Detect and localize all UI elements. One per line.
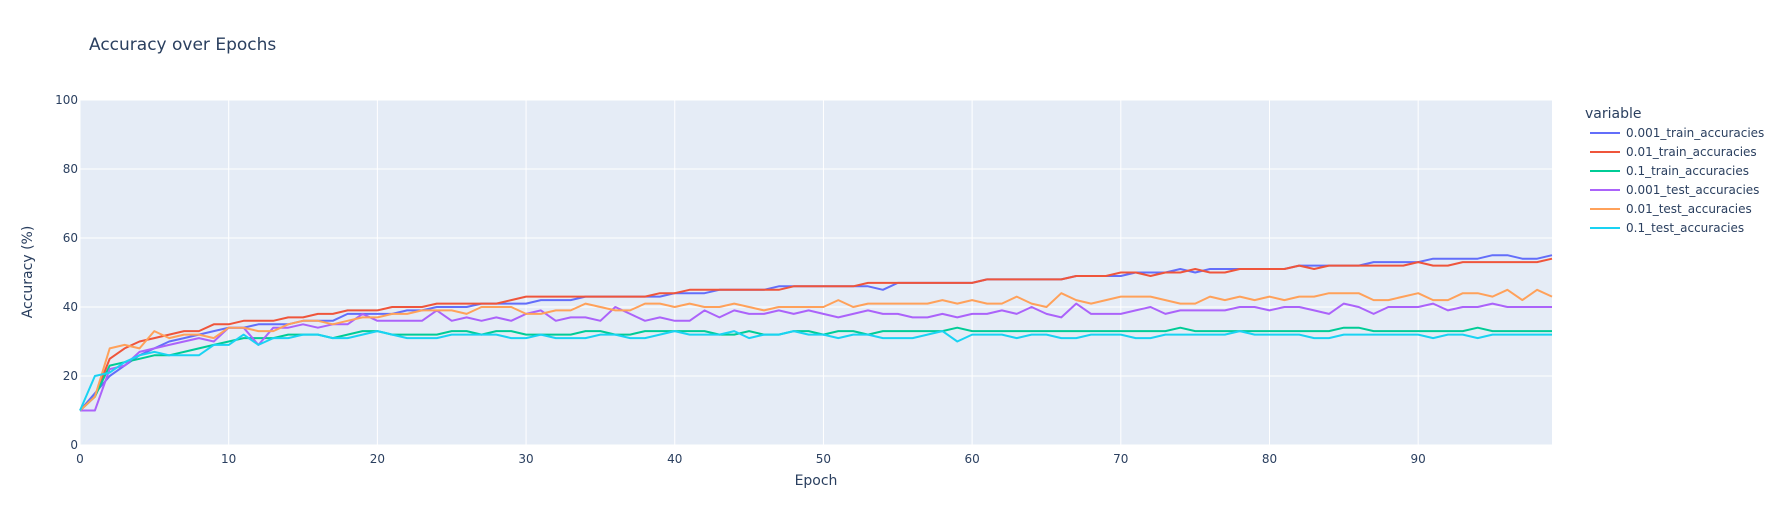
x-tick-label: 70: [1113, 452, 1128, 466]
y-tick-label: 20: [63, 369, 78, 383]
x-tick-label: 60: [964, 452, 979, 466]
legend-label: 0.001_train_accuracies: [1626, 126, 1764, 140]
legend: variable 0.001_train_accuracies 0.01_trai…: [1585, 106, 1764, 235]
x-tick-label: 10: [221, 452, 236, 466]
legend-label: 0.1_test_accuracies: [1626, 221, 1744, 235]
x-tick-label: 50: [816, 452, 831, 466]
y-tick-labels: 0 20 40 60 80 100: [55, 93, 78, 452]
series-line: [79, 330, 1552, 411]
series-line: [79, 257, 1553, 412]
x-tick-label: 40: [667, 452, 682, 466]
y-tick-label: 0: [70, 438, 78, 452]
x-axis-title: Epoch: [795, 473, 838, 489]
series-lines: [79, 254, 1553, 412]
legend-label: 0.01_test_accuracies: [1626, 202, 1752, 216]
x-tick-label: 30: [518, 452, 533, 466]
x-tick-label: 0: [76, 452, 84, 466]
legend-label: 0.1_train_accuracies: [1626, 164, 1749, 178]
y-tick-label: 60: [63, 231, 78, 245]
x-tick-labels: 0 10 20 30 40 50 60 70 80 90: [76, 452, 1426, 466]
chart-title: Accuracy over Epochs: [89, 35, 276, 55]
y-tick-label: 100: [55, 93, 78, 107]
legend-label: 0.01_train_accuracies: [1626, 145, 1757, 159]
x-tick-label: 20: [370, 452, 385, 466]
legend-label: 0.001_test_accuracies: [1626, 183, 1759, 197]
plot-area: [80, 100, 1552, 445]
y-tick-label: 40: [63, 300, 78, 314]
series-line: [79, 288, 1553, 412]
series-line: [80, 302, 1552, 412]
y-axis-title: Accuracy (%): [20, 226, 36, 319]
y-tick-label: 80: [63, 162, 78, 176]
legend-title: variable: [1585, 106, 1641, 122]
x-tick-label: 80: [1262, 452, 1277, 466]
x-tick-label: 90: [1411, 452, 1426, 466]
